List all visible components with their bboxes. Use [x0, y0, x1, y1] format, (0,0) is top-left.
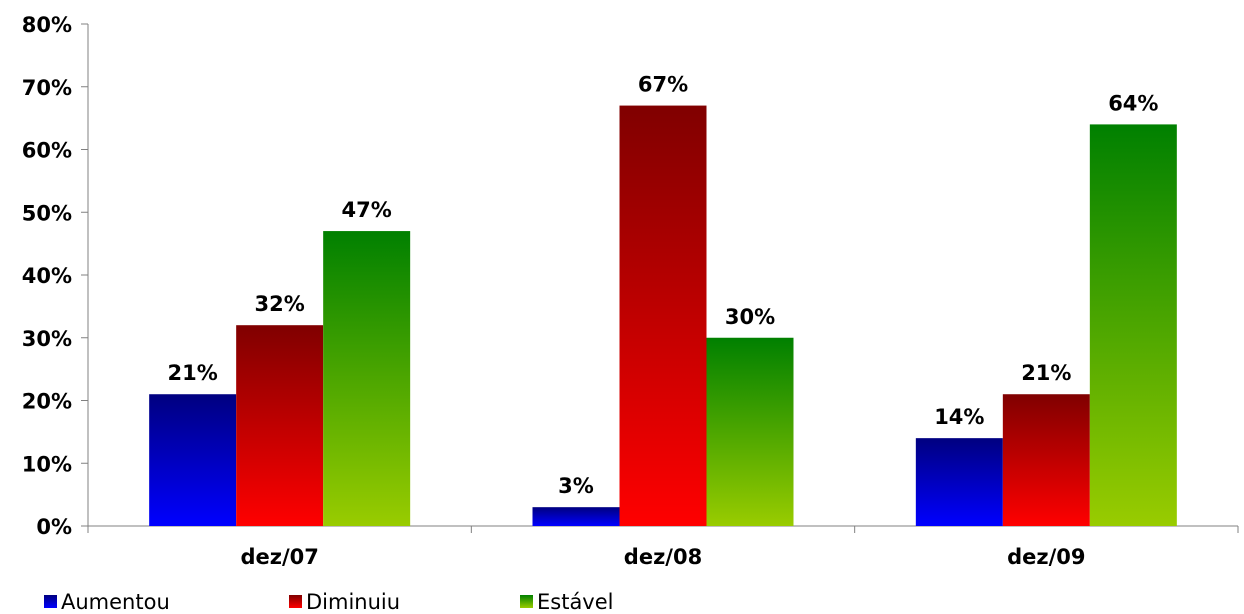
bar-aumentou-1	[532, 507, 620, 526]
bar-diminuiu-1	[619, 105, 707, 526]
data-label: 64%	[1108, 91, 1158, 115]
legend-swatch	[520, 595, 533, 608]
legend-label: Aumentou	[61, 590, 170, 610]
data-label: 32%	[255, 292, 305, 316]
legend-label: Diminuiu	[306, 590, 400, 610]
data-label: 21%	[1021, 361, 1071, 385]
x-category-label: dez/09	[1007, 545, 1085, 569]
y-tick-label: 40%	[22, 264, 72, 288]
data-label: 3%	[558, 474, 594, 498]
y-tick-label: 10%	[22, 452, 72, 476]
bar-diminuiu-0	[236, 325, 324, 526]
bar-aumentou-0	[149, 394, 237, 526]
y-tick-label: 60%	[22, 139, 72, 163]
x-category-label: dez/08	[624, 545, 702, 569]
y-tick-label: 50%	[22, 201, 72, 225]
bar-estvel-2	[1089, 124, 1177, 527]
legend-swatch	[44, 595, 57, 608]
data-label: 21%	[168, 361, 218, 385]
legend: Aumentou Diminuiu Estável	[44, 590, 614, 614]
axes: 0% 10% 20% 30% 40% 50% 60% 70% 80% dez/07 dez/08 de…	[22, 13, 1239, 569]
legend-label: Estável	[537, 590, 614, 610]
y-tick-label: 80%	[22, 13, 72, 37]
y-tick-label: 70%	[22, 76, 72, 100]
bar-aumentou-2	[915, 438, 1003, 526]
bars	[149, 105, 1177, 527]
y-tick-label: 0%	[36, 515, 72, 539]
bar-estvel-0	[323, 231, 411, 526]
legend-swatch	[289, 595, 302, 608]
x-category-label: dez/07	[240, 545, 318, 569]
y-tick-label: 30%	[22, 327, 72, 351]
data-label: 14%	[934, 405, 984, 429]
data-label: 47%	[342, 198, 392, 222]
data-label: 67%	[638, 73, 688, 97]
bar-estvel-1	[706, 337, 794, 526]
data-labels: 21% 32% 47% 3% 67% 30% 14% 21% 64%	[168, 73, 1159, 499]
y-tick-label: 20%	[22, 390, 72, 414]
data-label: 30%	[725, 305, 775, 329]
bar-diminuiu-2	[1002, 394, 1090, 526]
